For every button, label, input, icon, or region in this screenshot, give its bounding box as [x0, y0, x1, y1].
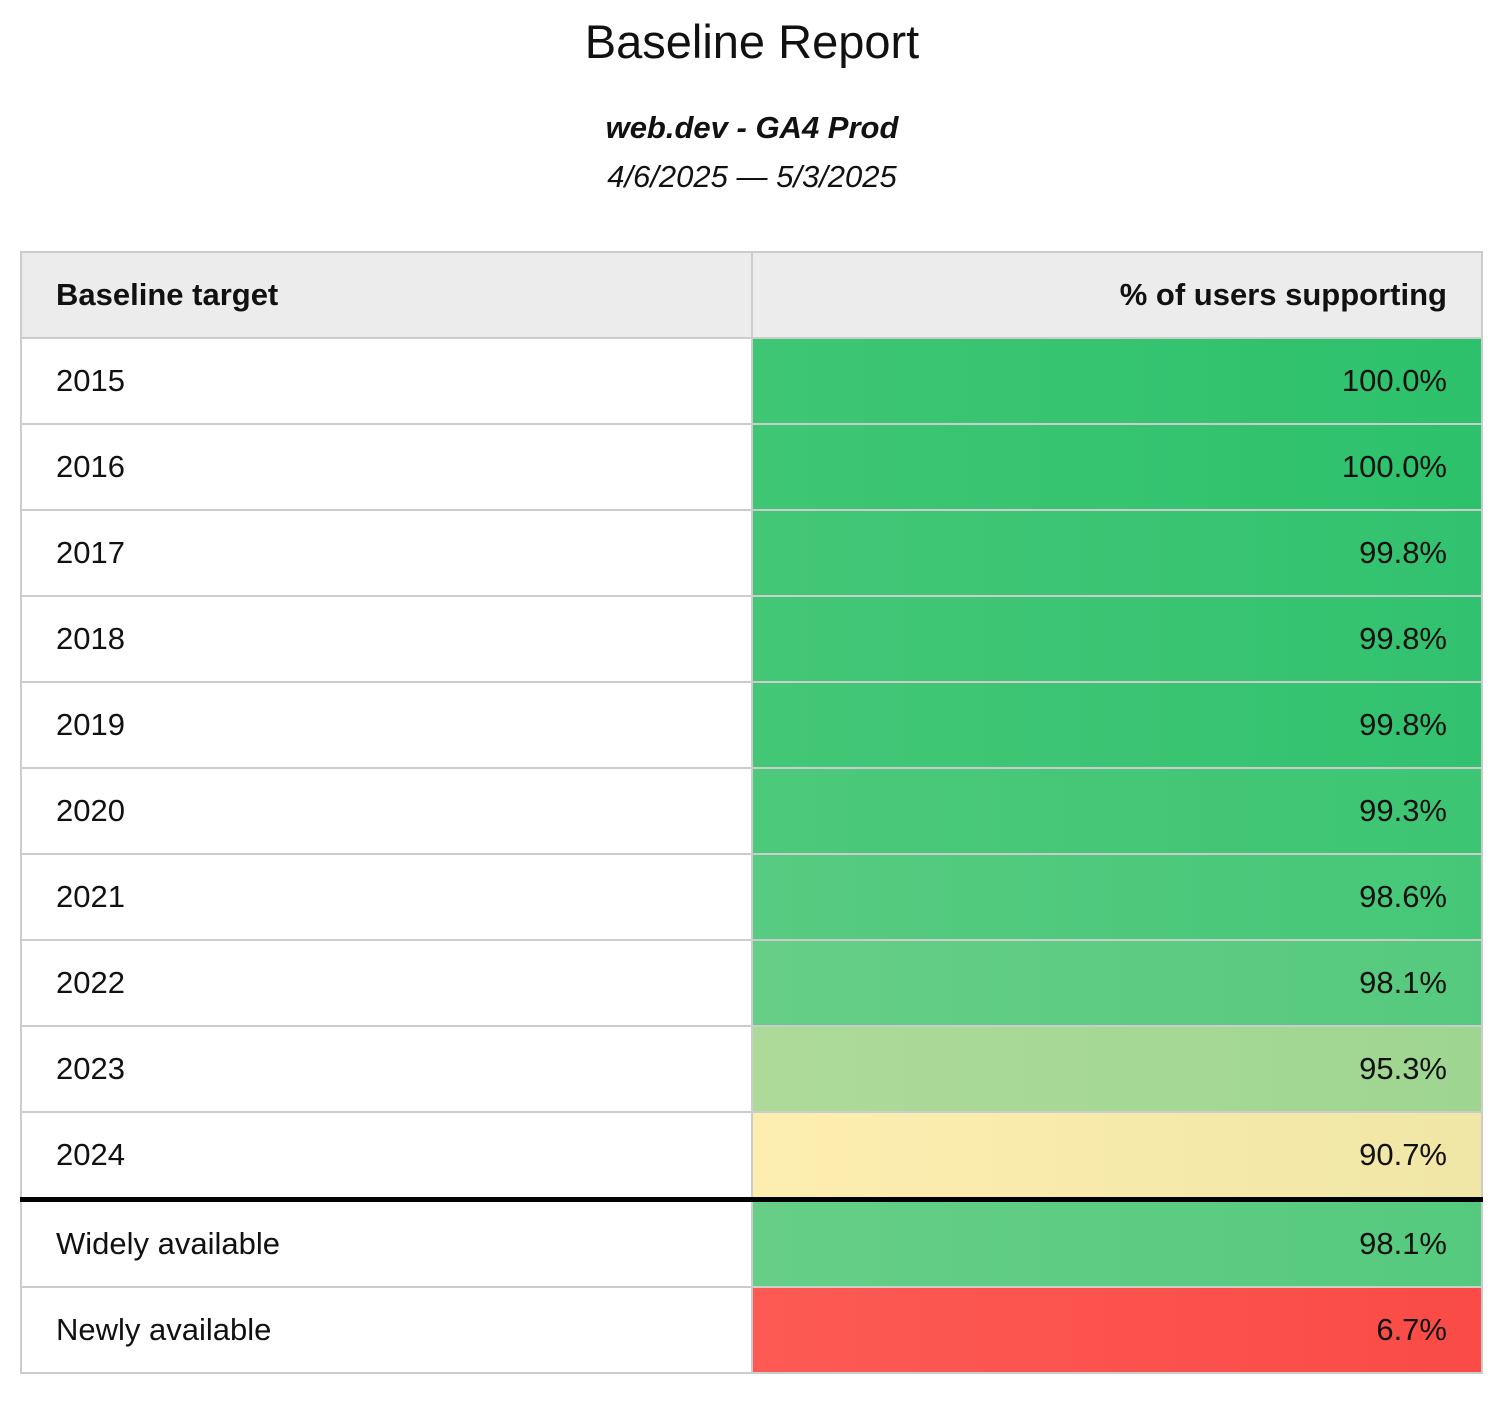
users-supporting-cell: 98.6%: [750, 853, 1483, 942]
table-body: 2015 100.0% 2016 100.0% 2017 99.8% 2018 99.8% 20…: [20, 337, 1483, 1375]
column-header-users-supporting: % of users supporting: [750, 251, 1483, 340]
table-row: 2017 99.8%: [20, 509, 1483, 598]
table-row: 2020 99.3%: [20, 767, 1483, 856]
table-row: 2024 90.7%: [20, 1111, 1483, 1201]
users-supporting-cell: 100.0%: [750, 337, 1483, 426]
report-date-range: 4/6/2025 — 5/3/2025: [607, 159, 897, 195]
users-supporting-cell: 6.7%: [750, 1286, 1483, 1375]
baseline-target-cell: 2016: [20, 423, 753, 512]
baseline-target-cell: 2022: [20, 939, 753, 1028]
baseline-target-cell: Widely available: [20, 1197, 753, 1289]
baseline-target-cell: 2021: [20, 853, 753, 942]
baseline-target-cell: 2019: [20, 681, 753, 770]
users-supporting-cell: 90.7%: [750, 1111, 1483, 1201]
table-row: 2016 100.0%: [20, 423, 1483, 512]
users-supporting-cell: 98.1%: [750, 939, 1483, 1028]
table-row: 2023 95.3%: [20, 1025, 1483, 1114]
users-supporting-cell: 100.0%: [750, 423, 1483, 512]
users-supporting-cell: 99.8%: [750, 595, 1483, 684]
table-row: 2019 99.8%: [20, 681, 1483, 770]
baseline-target-cell: 2023: [20, 1025, 753, 1114]
baseline-target-cell: 2015: [20, 337, 753, 426]
report-subtitle: web.dev - GA4 Prod: [605, 110, 899, 146]
baseline-table: Baseline target % of users supporting 20…: [20, 251, 1483, 1375]
baseline-target-cell: 2024: [20, 1111, 753, 1201]
baseline-target-cell: 2018: [20, 595, 753, 684]
users-supporting-cell: 99.3%: [750, 767, 1483, 856]
table-row: 2022 98.1%: [20, 939, 1483, 1028]
table-header: Baseline target % of users supporting: [20, 251, 1483, 340]
baseline-target-cell: 2017: [20, 509, 753, 598]
users-supporting-cell: 95.3%: [750, 1025, 1483, 1114]
page-title: Baseline Report: [584, 15, 920, 68]
table-header-row: Baseline target % of users supporting: [20, 251, 1483, 340]
baseline-target-cell: Newly available: [20, 1286, 753, 1375]
table-row: 2015 100.0%: [20, 337, 1483, 426]
table-row: 2021 98.6%: [20, 853, 1483, 942]
table-row: Widely available 98.1%: [20, 1197, 1483, 1289]
users-supporting-cell: 99.8%: [750, 681, 1483, 770]
column-header-baseline-target: Baseline target: [20, 251, 753, 340]
users-supporting-cell: 98.1%: [750, 1197, 1483, 1289]
users-supporting-cell: 99.8%: [750, 509, 1483, 598]
baseline-target-cell: 2020: [20, 767, 753, 856]
table-row: Newly available 6.7%: [20, 1286, 1483, 1375]
table-row: 2018 99.8%: [20, 595, 1483, 684]
